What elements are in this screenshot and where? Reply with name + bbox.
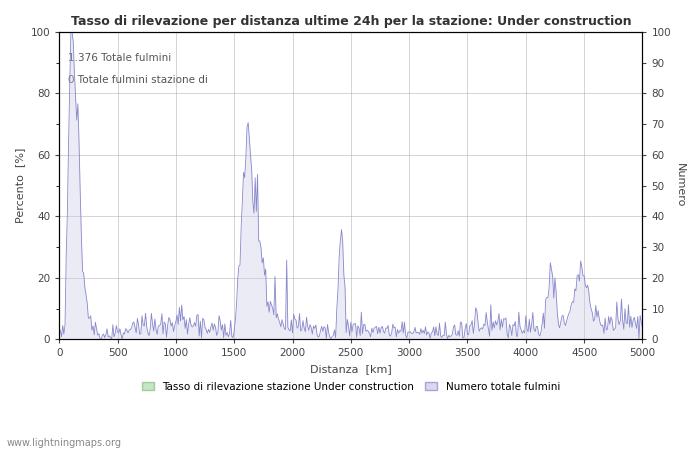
Text: 1.376 Totale fulmini: 1.376 Totale fulmini [68,54,172,63]
Title: Tasso di rilevazione per distanza ultime 24h per la stazione: Under construction: Tasso di rilevazione per distanza ultime… [71,15,631,28]
Y-axis label: Percento  [%]: Percento [%] [15,148,25,223]
X-axis label: Distanza  [km]: Distanza [km] [310,364,392,374]
Text: www.lightningmaps.org: www.lightningmaps.org [7,437,122,447]
Legend: Tasso di rilevazione stazione Under construction, Numero totale fulmini: Tasso di rilevazione stazione Under cons… [137,378,564,396]
Text: 0 Totale fulmini stazione di: 0 Totale fulmini stazione di [68,75,208,85]
Y-axis label: Numero: Numero [675,163,685,208]
